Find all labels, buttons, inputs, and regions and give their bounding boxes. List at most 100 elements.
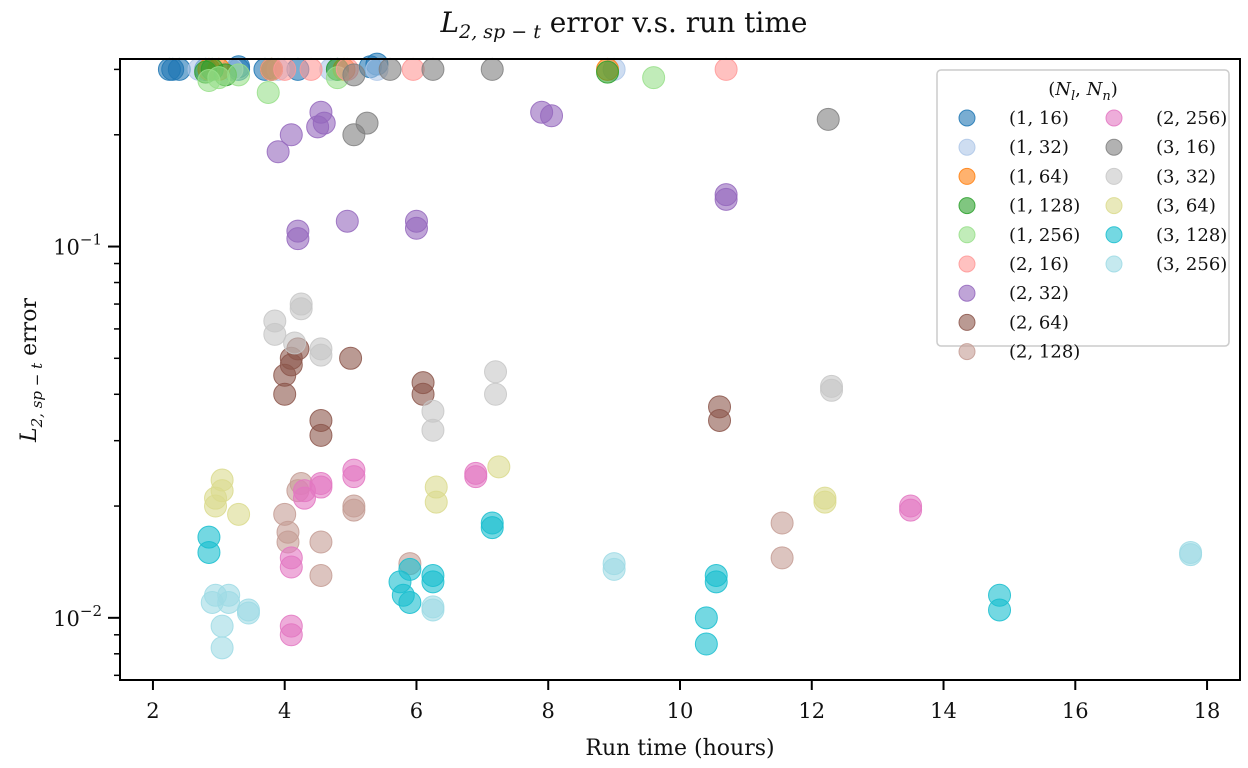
legend-marker	[1105, 138, 1123, 156]
data-point	[342, 465, 366, 489]
legend: (Nl, Nn) (1, 16) (1, 32) (1, 64) (1, 128) (1,…	[936, 69, 1230, 363]
data-points	[157, 52, 1203, 660]
data-point	[421, 595, 445, 619]
x-tick-label: 12	[798, 699, 825, 723]
data-point	[642, 66, 666, 90]
data-point	[816, 107, 840, 131]
data-point	[309, 564, 333, 588]
legend-marker	[958, 197, 976, 215]
data-point	[484, 382, 508, 406]
data-point	[480, 57, 504, 81]
legend-entry-label: (1, 128)	[1009, 196, 1080, 217]
data-point	[217, 590, 241, 614]
series-13	[197, 511, 1012, 656]
data-point	[404, 216, 428, 240]
data-point	[335, 209, 359, 233]
data-point	[704, 570, 728, 594]
legend-marker	[1105, 255, 1123, 273]
data-point	[480, 516, 504, 540]
legend-entry-label: (2, 64)	[1009, 312, 1069, 333]
legend-entry-label: (3, 256)	[1156, 254, 1227, 275]
data-point	[197, 540, 221, 564]
data-point	[988, 598, 1012, 622]
data-point	[273, 57, 297, 81]
data-point	[770, 511, 794, 535]
data-point	[770, 546, 794, 570]
data-point	[299, 57, 323, 81]
data-point	[309, 530, 333, 554]
x-tick-label: 2	[146, 699, 159, 723]
data-point	[210, 614, 234, 638]
legend-marker	[1105, 109, 1123, 127]
data-point	[236, 601, 260, 625]
data-point	[602, 557, 626, 581]
legend-marker	[958, 109, 976, 127]
data-point	[484, 360, 508, 384]
data-point	[714, 57, 738, 81]
chart-title-text: L2, sp − t error v.s. run time	[440, 6, 808, 43]
legend-marker	[958, 167, 976, 185]
data-point	[355, 111, 379, 135]
legend-marker	[1105, 167, 1123, 185]
data-point	[292, 486, 316, 510]
legend-entry-label: (2, 256)	[1156, 108, 1227, 129]
data-point	[820, 378, 844, 402]
data-point	[227, 63, 251, 87]
data-point	[411, 382, 435, 406]
legend-title: (Nl, Nn)	[1048, 79, 1118, 104]
legend-marker	[958, 226, 976, 244]
data-point	[342, 63, 366, 87]
data-point	[309, 423, 333, 447]
chart-title: L2, sp − t error v.s. run time	[440, 6, 808, 43]
legend-marker	[958, 343, 976, 361]
data-point	[279, 123, 303, 147]
data-point	[256, 80, 280, 104]
y-axis-label: L2, sp − t error	[17, 298, 46, 443]
x-tick-label: 8	[542, 699, 555, 723]
data-point	[714, 187, 738, 211]
legend-entry-label: (2, 16)	[1009, 254, 1069, 275]
x-tick-label: 4	[278, 699, 291, 723]
series-9	[279, 458, 923, 647]
x-tick-label: 18	[1194, 699, 1221, 723]
data-point	[401, 57, 425, 81]
data-point	[279, 555, 303, 579]
legend-box	[936, 69, 1230, 347]
data-point	[708, 408, 732, 432]
x-tick-label: 14	[930, 699, 957, 723]
legend-entry-label: (3, 64)	[1156, 196, 1216, 217]
data-point	[487, 455, 511, 479]
data-point	[286, 227, 310, 251]
legend-entry-label: (2, 128)	[1009, 342, 1080, 363]
data-point	[464, 465, 488, 489]
data-point	[210, 479, 234, 503]
x-tick-label: 16	[1062, 699, 1089, 723]
y-tick-label: 10−1	[53, 231, 102, 260]
data-point	[421, 57, 445, 81]
data-point	[596, 60, 620, 84]
data-point	[813, 490, 837, 514]
legend-entry-label: (3, 128)	[1156, 225, 1227, 246]
data-point	[227, 502, 251, 526]
data-point	[421, 418, 445, 442]
data-point	[398, 590, 422, 614]
data-point	[312, 111, 336, 135]
series-11	[263, 292, 844, 442]
y-axis-ticks: 10−1 10−2	[53, 68, 120, 677]
data-point	[540, 104, 564, 128]
data-point	[694, 606, 718, 630]
data-point	[398, 557, 422, 581]
legend-marker	[958, 284, 976, 302]
legend-entry-label: (1, 64)	[1009, 166, 1069, 187]
series-10	[342, 57, 840, 147]
series-4	[197, 63, 666, 104]
series-7	[273, 337, 732, 447]
y-axis-label-text: L2, sp − t error	[17, 298, 46, 443]
data-point	[210, 636, 234, 660]
legend-entry-label: (2, 32)	[1009, 283, 1069, 304]
series-6	[266, 100, 738, 251]
x-tick-label: 10	[667, 699, 694, 723]
x-tick-label: 6	[410, 699, 423, 723]
data-point	[421, 570, 445, 594]
